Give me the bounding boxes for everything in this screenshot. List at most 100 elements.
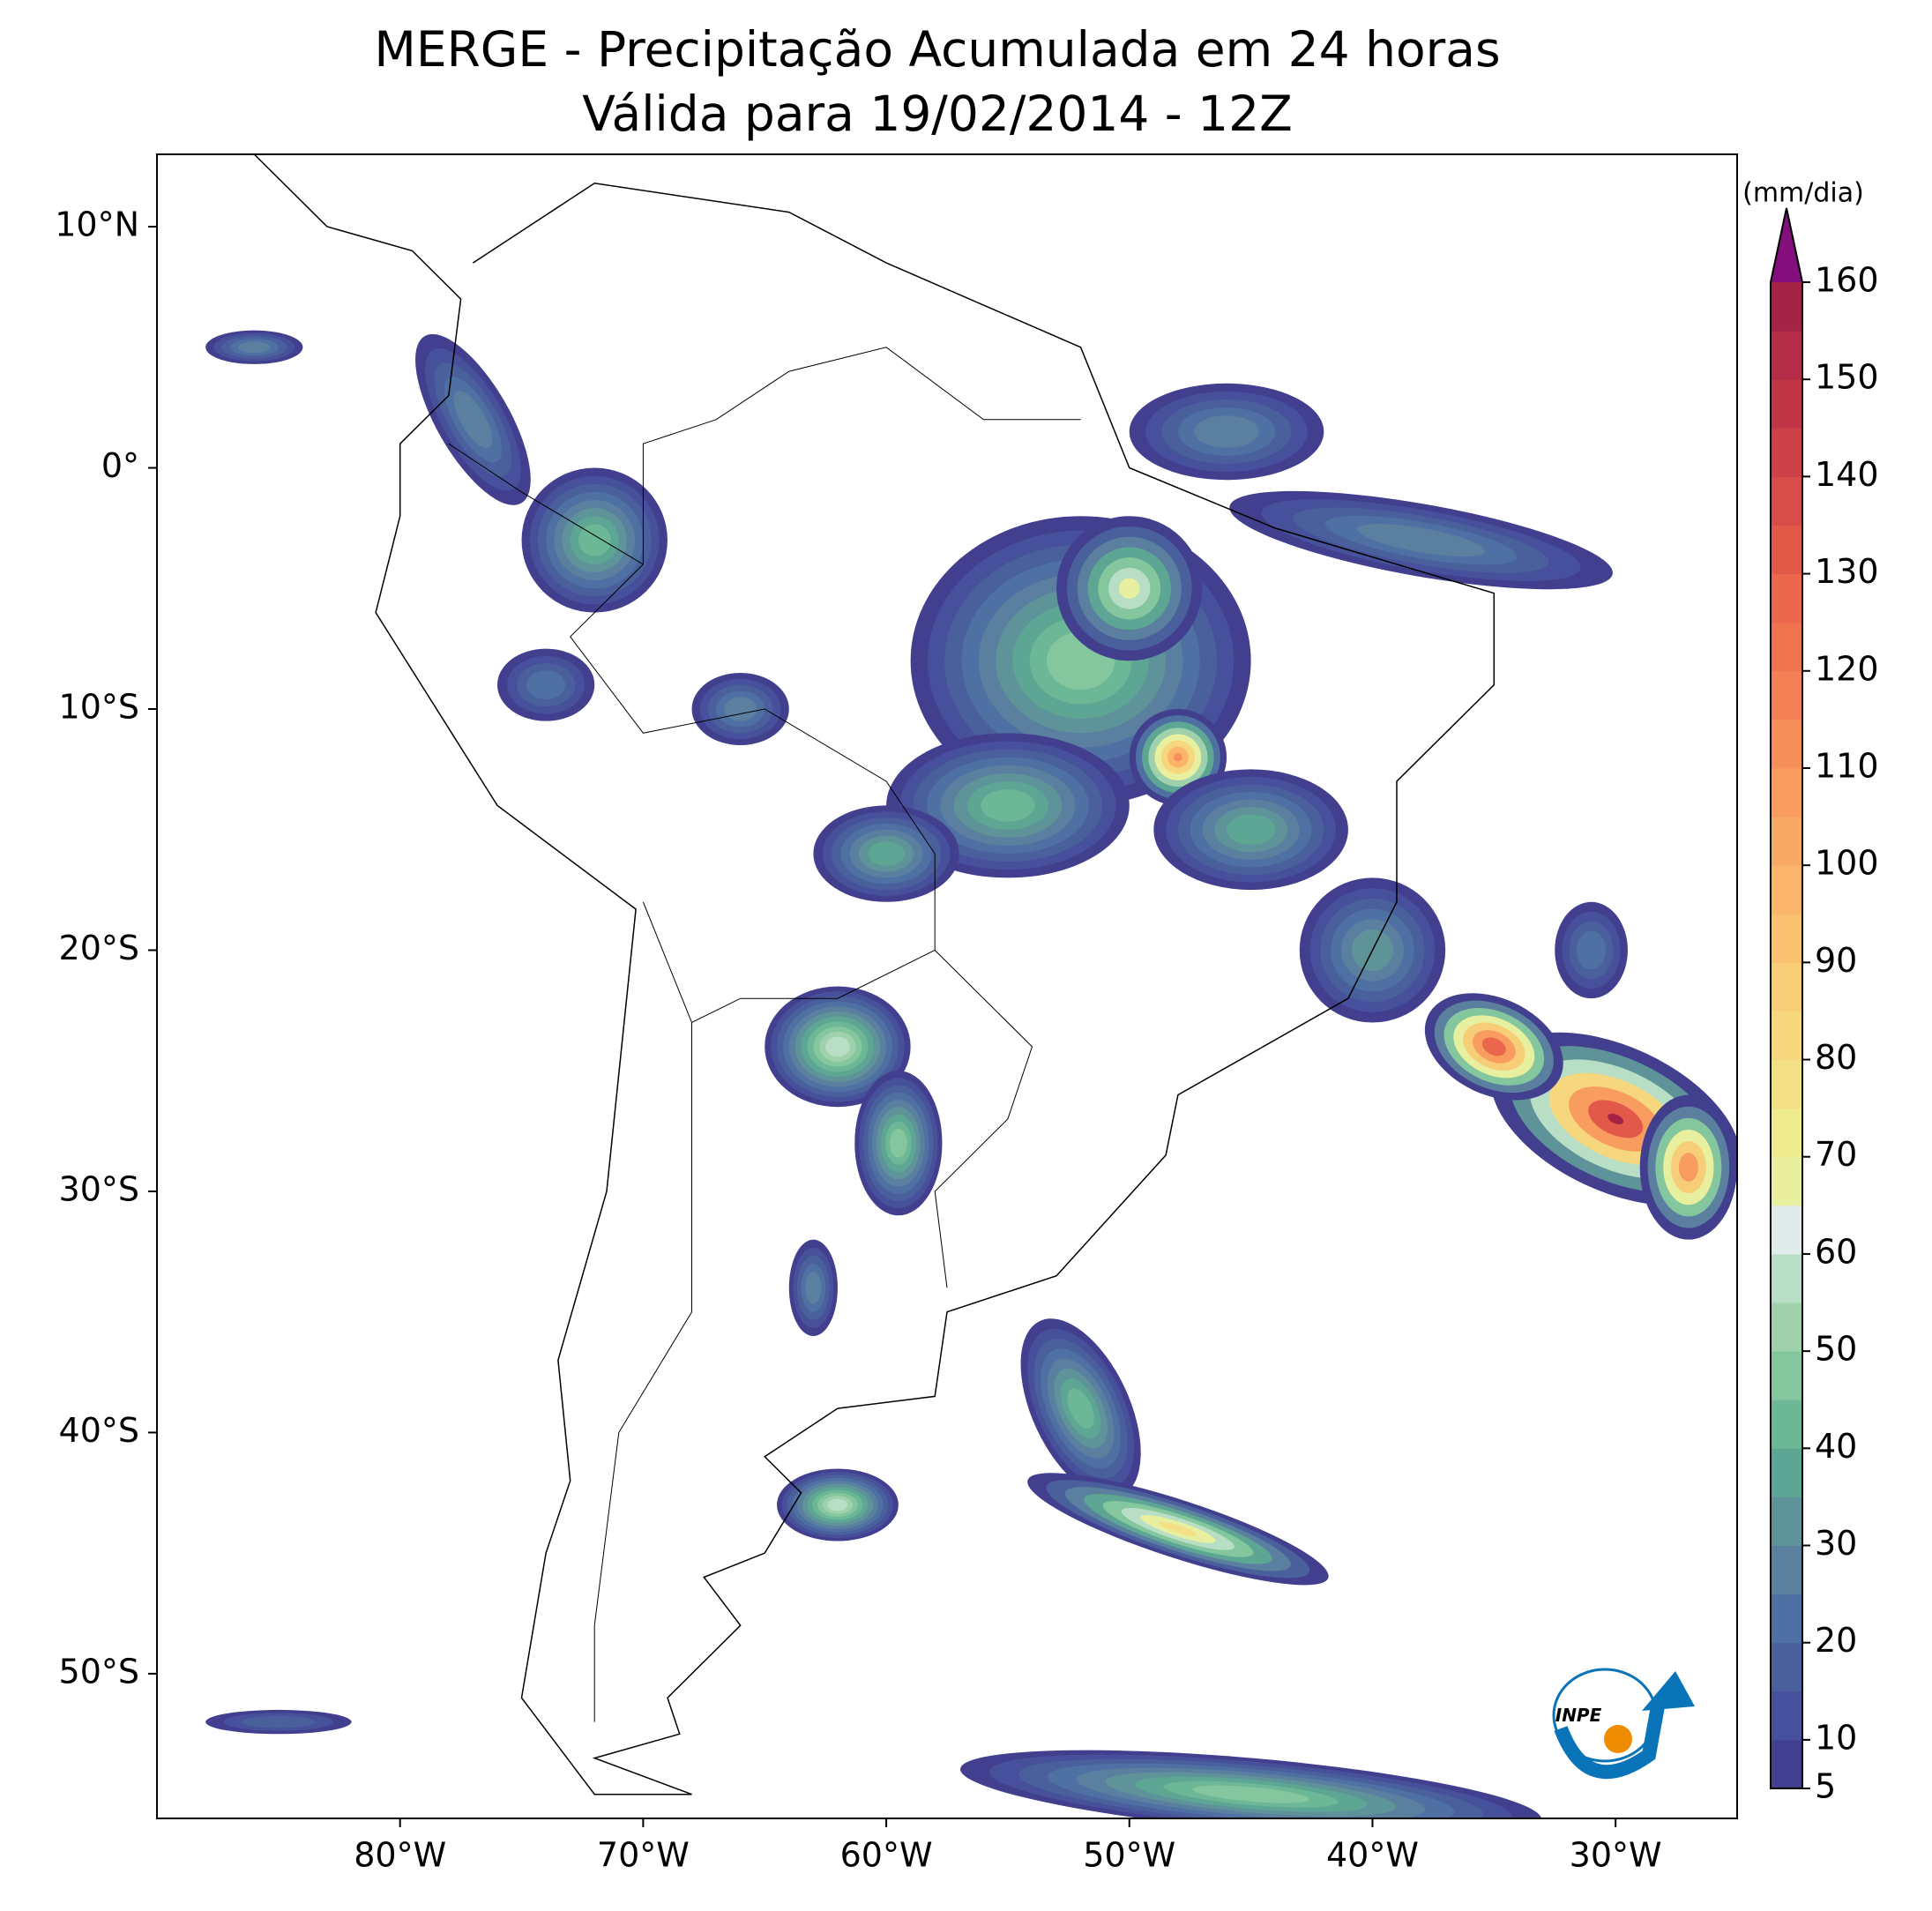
precip-area (981, 789, 1035, 822)
colorbar-label: (mm/dia) (1742, 178, 1864, 209)
colorbar-tick-label: 20 (1815, 1621, 1857, 1660)
colorbar-tick-label: 160 (1815, 261, 1879, 300)
x-tick-label: 40°W (1326, 1836, 1419, 1875)
x-tick-label: 70°W (597, 1836, 690, 1875)
y-tick-label: 30°S (59, 1169, 139, 1208)
colorbar-bin (1771, 1448, 1802, 1497)
precip-area (1577, 930, 1607, 970)
colorbar-bin (1771, 670, 1802, 720)
colorbar-bin (1771, 962, 1802, 1011)
colorbar-tick-label: 10 (1815, 1718, 1857, 1757)
colorbar-bin (1771, 1059, 1802, 1109)
colorbar-bin (1771, 817, 1802, 866)
precip-area (827, 1498, 848, 1512)
border (521, 491, 644, 565)
precip-area (1608, 1113, 1624, 1125)
precip-area (889, 1128, 907, 1158)
y-tick-label: 20°S (59, 929, 139, 967)
colorbar-bin (1771, 1594, 1802, 1644)
colorbar-tick-label: 70 (1815, 1135, 1857, 1174)
border (934, 950, 1033, 1288)
colorbar-bin (1771, 573, 1802, 623)
colorbar-tick-label: 40 (1815, 1427, 1857, 1466)
colorbar-tick-label: 100 (1815, 844, 1879, 883)
precip-area (825, 1036, 850, 1057)
colorbar-bin (1771, 767, 1802, 817)
logo: INPE (1552, 1668, 1695, 1780)
y-tick-label: 50°S (59, 1652, 139, 1691)
colorbar-tick-label: 110 (1815, 746, 1879, 785)
precip-area (805, 1272, 822, 1304)
precip-area (578, 524, 611, 556)
colorbar-bin (1771, 1303, 1802, 1352)
colorbar-tick-label: 150 (1815, 358, 1879, 397)
colorbar-tick-label: 140 (1815, 455, 1879, 494)
colorbar-tick-label: 5 (1815, 1767, 1836, 1806)
precip-area (1194, 415, 1259, 448)
colorbar-bin (1771, 865, 1802, 914)
colorbar-bin (1771, 428, 1802, 477)
precip-area (526, 670, 566, 700)
y-tick-label: 10°S (59, 688, 139, 727)
border (448, 443, 522, 493)
precip-area (724, 697, 757, 721)
colorbar-bin (1771, 622, 1802, 672)
colorbar-bin (1771, 379, 1802, 429)
colorbar-bin (1771, 1691, 1802, 1741)
y-tick-label: 40°S (59, 1411, 139, 1450)
map-area (205, 154, 1737, 1818)
colorbar-bin (1771, 476, 1802, 526)
precip-area (868, 841, 905, 866)
colorbar-bin (1771, 1400, 1802, 1449)
precip-area (1481, 1037, 1506, 1056)
x-tick-label: 30°W (1570, 1836, 1662, 1875)
logo-text: INPE (1555, 1705, 1602, 1726)
precip-area (1357, 524, 1486, 557)
colorbar-tick-label: 80 (1815, 1038, 1857, 1077)
colorbar-bin (1771, 331, 1802, 380)
colorbar-tick-label: 90 (1815, 941, 1857, 980)
colorbar-bin (1771, 914, 1802, 963)
colorbar-tick-label: 50 (1815, 1330, 1857, 1369)
y-tick-label: 10°N (55, 205, 139, 244)
colorbar-bin (1771, 1011, 1802, 1061)
colorbar-bin (1771, 719, 1802, 769)
colorbar-bin (1771, 1497, 1802, 1547)
colorbar-bin (1771, 1545, 1802, 1595)
colorbar-bin (1771, 1642, 1802, 1692)
title: MERGE - Precipitação Acumulada em 24 hor… (374, 21, 1500, 78)
precip-area (1067, 1388, 1094, 1429)
border (570, 347, 1081, 1024)
colorbar-tick-label: 30 (1815, 1524, 1857, 1563)
colorbar-tick-label: 120 (1815, 649, 1879, 688)
precip-area (1174, 752, 1182, 762)
colorbar-bin (1771, 525, 1802, 575)
colorbar-frame (1770, 207, 1803, 1789)
subtitle: Válida para 19/02/2014 - 12Z (582, 86, 1293, 142)
colorbar-bin (1771, 1108, 1802, 1158)
colorbar-bin (1771, 1253, 1802, 1303)
colorbar-bin (1771, 282, 1802, 332)
x-tick-label: 60°W (840, 1836, 933, 1875)
colorbar-bin (1771, 1205, 1802, 1255)
precip-area (1159, 1521, 1197, 1536)
precip-area (1678, 1153, 1698, 1183)
precip-area (242, 1715, 316, 1728)
precip-area (1227, 814, 1276, 845)
colorbar-tick-label: 130 (1815, 552, 1879, 591)
map-frame (156, 153, 1738, 1819)
border (593, 1022, 692, 1722)
precip-area (237, 341, 271, 354)
precip-area (453, 391, 493, 449)
y-tick-label: 0° (101, 446, 139, 485)
colorbar-bin (1771, 1156, 1802, 1206)
x-tick-label: 80°W (354, 1836, 446, 1875)
precip-area (1118, 578, 1140, 599)
colorbar-tick-label: 60 (1815, 1232, 1857, 1271)
colorbar-bin (1771, 1351, 1802, 1400)
coastline (253, 154, 1496, 1795)
x-tick-label: 50°W (1083, 1836, 1175, 1875)
precip-area (1192, 1785, 1309, 1803)
colorbar-extend (1771, 208, 1802, 282)
